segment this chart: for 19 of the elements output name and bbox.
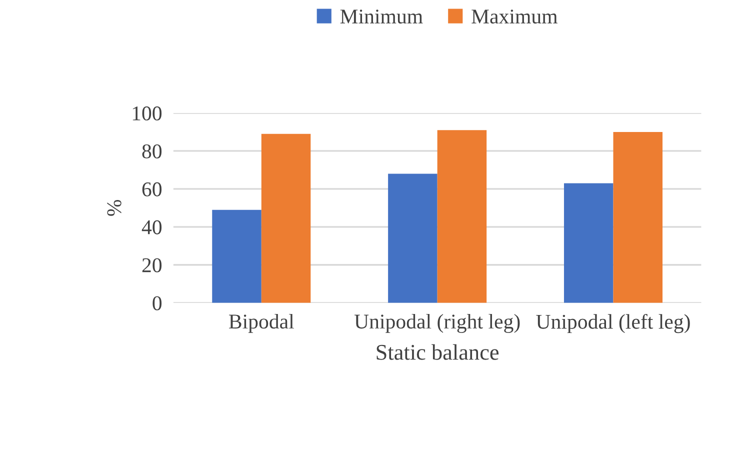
legend-label: Minimum xyxy=(340,10,423,24)
bar xyxy=(437,130,487,303)
x-axis-title: Static balance xyxy=(376,344,499,360)
x-tick-label: Unipodal (right leg) xyxy=(354,314,520,333)
bar xyxy=(564,183,614,303)
bar xyxy=(613,132,663,303)
y-tick-label: 0 xyxy=(152,296,162,310)
bar xyxy=(261,134,311,303)
y-axis-title: % xyxy=(107,200,122,216)
y-tick-label: 20 xyxy=(142,258,162,272)
y-tick-label: 80 xyxy=(142,144,162,158)
legend-label: Maximum xyxy=(472,10,558,24)
bar xyxy=(212,210,262,303)
bar xyxy=(388,174,438,303)
x-tick-label: Unipodal (left leg) xyxy=(536,314,690,334)
y-tick-label: 100 xyxy=(132,106,162,120)
y-tick-label: 40 xyxy=(142,220,162,234)
y-tick-label: 60 xyxy=(142,182,162,196)
x-tick-label: Bipodal xyxy=(229,314,294,333)
